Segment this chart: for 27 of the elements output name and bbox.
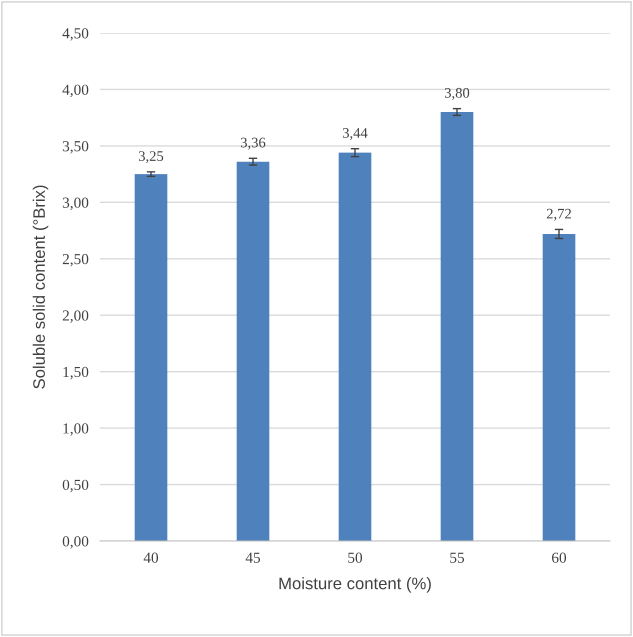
bar <box>134 174 168 541</box>
data-label: 2,72 <box>546 208 571 221</box>
data-label: 3,44 <box>342 128 368 140</box>
x-tick-label: 60 <box>552 552 566 563</box>
y-tick-label: 4,00 <box>62 84 88 98</box>
y-tick-label: 3,50 <box>62 141 88 154</box>
y-tick-label: 0,00 <box>62 536 88 549</box>
data-label: 3,36 <box>240 138 266 150</box>
bar <box>542 234 576 541</box>
bar <box>236 162 270 541</box>
data-label: 3,25 <box>138 151 164 164</box>
y-axis-title: Soluble solid content (°Brix) <box>32 186 48 389</box>
x-tick-label: 45 <box>246 552 260 563</box>
y-tick-label: 3,00 <box>62 197 88 210</box>
bar <box>440 112 474 541</box>
x-axis-title: Moisture content (%) <box>279 577 431 593</box>
y-tick-label: 1,00 <box>63 423 88 436</box>
y-tick-label: 1,50 <box>63 366 88 380</box>
x-tick-label: 40 <box>144 552 158 563</box>
y-tick-label: 0,50 <box>62 480 88 492</box>
data-label: 3,80 <box>444 88 470 100</box>
y-tick-label: 4,50 <box>62 28 88 41</box>
y-tick-label: 2,00 <box>62 310 88 323</box>
x-tick-label: 50 <box>348 552 362 563</box>
x-tick-label: 55 <box>450 552 464 563</box>
bar <box>338 152 372 541</box>
y-tick-label: 2,50 <box>62 254 88 266</box>
